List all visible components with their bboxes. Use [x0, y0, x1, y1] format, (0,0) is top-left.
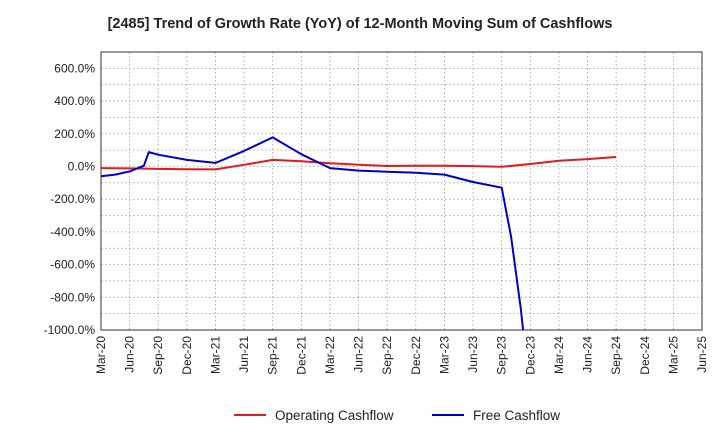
- chart-title: [2485] Trend of Growth Rate (YoY) of 12-…: [107, 16, 613, 32]
- x-tick-label: Sep-23: [495, 336, 509, 375]
- legend: Operating Cashflow Free Cashflow: [234, 408, 560, 423]
- x-tick-label: Mar-23: [437, 336, 451, 374]
- x-tick-label: Dec-20: [180, 336, 194, 375]
- x-tick-label: Mar-24: [552, 336, 566, 374]
- grid: [101, 52, 702, 330]
- x-tick-label: Jun-20: [123, 336, 137, 373]
- series-line-operating-cashflow: [100, 156, 617, 171]
- x-tick-label: Jun-21: [237, 336, 251, 373]
- y-tick-label: -400.0%: [50, 225, 95, 239]
- x-tick-label: Jun-23: [466, 336, 480, 373]
- x-tick-label: Dec-23: [523, 336, 537, 375]
- x-tick-label: Dec-22: [409, 336, 423, 375]
- y-tick-label: 200.0%: [54, 127, 95, 141]
- y-tick-label: -1000.0%: [44, 323, 96, 337]
- x-tick-label: Dec-21: [294, 336, 308, 375]
- x-axis-ticks: Mar-20 Jun-20 Sep-20 Dec-20 Mar-21 Jun-21 Sep-…: [94, 336, 709, 375]
- y-tick-label: -200.0%: [50, 192, 95, 206]
- y-tick-label: -800.0%: [50, 290, 95, 304]
- x-tick-label: Sep-20: [151, 336, 165, 375]
- x-tick-label: Sep-22: [380, 336, 394, 375]
- plot-frame: [100, 51, 703, 331]
- x-tick-label: Sep-21: [266, 336, 280, 375]
- x-tick-label: Jun-25: [695, 336, 709, 373]
- y-tick-label: 400.0%: [54, 94, 95, 108]
- series-lines: [100, 136, 617, 331]
- y-tick-label: 0.0%: [68, 159, 96, 173]
- x-tick-label: Dec-24: [638, 336, 652, 375]
- x-tick-label: Jun-24: [581, 336, 595, 373]
- x-tick-label: Mar-20: [94, 336, 108, 374]
- plot-background: [101, 52, 702, 330]
- y-axis-ticks: 600.0% 400.0% 200.0% 0.0% -200.0% -400.0% -600…: [44, 61, 96, 337]
- legend-label: Free Cashflow: [473, 408, 560, 423]
- x-tick-label: Sep-24: [609, 336, 623, 375]
- x-tick-label: Jun-22: [352, 336, 366, 373]
- y-tick-label: -600.0%: [50, 258, 95, 272]
- y-tick-label: 600.0%: [54, 61, 95, 75]
- x-tick-label: Mar-22: [323, 336, 337, 374]
- x-tick-label: Mar-25: [666, 336, 680, 374]
- series-line-free-cashflow: [100, 136, 525, 331]
- x-tick-label: Mar-21: [208, 336, 222, 374]
- legend-label: Operating Cashflow: [275, 408, 394, 423]
